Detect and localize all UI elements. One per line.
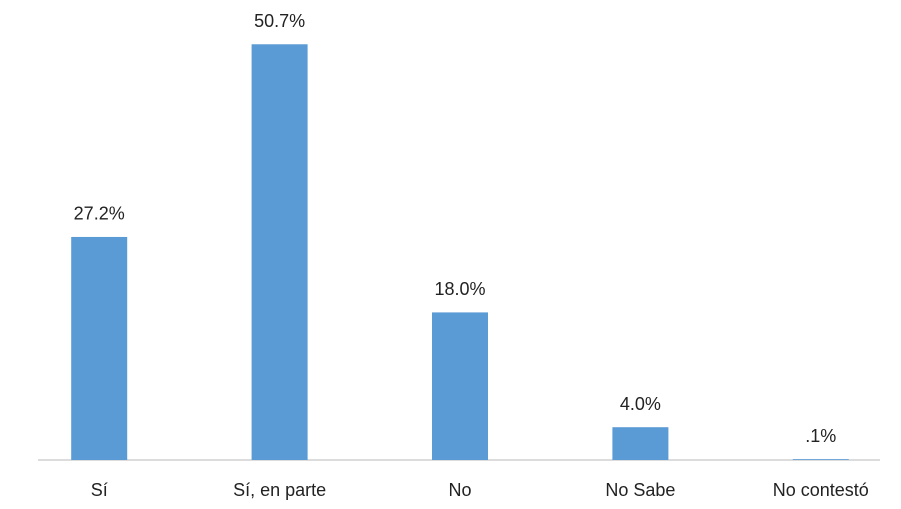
bar (792, 459, 849, 460)
data-label: 50.7% (254, 11, 305, 31)
bar (71, 236, 128, 460)
bar (432, 312, 488, 460)
data-label: 4.0% (620, 394, 661, 414)
data-label: 18.0% (434, 279, 485, 299)
x-tick-label: Sí, en parte (233, 480, 326, 500)
data-label: 27.2% (74, 204, 125, 224)
x-tick-label: No Sabe (605, 480, 675, 500)
bar (251, 44, 308, 460)
x-tick-label: No (448, 480, 471, 500)
data-label: .1% (805, 426, 836, 446)
x-tick-label: Sí (91, 480, 108, 500)
bar (612, 427, 669, 460)
x-tick-label: No contestó (773, 480, 869, 500)
